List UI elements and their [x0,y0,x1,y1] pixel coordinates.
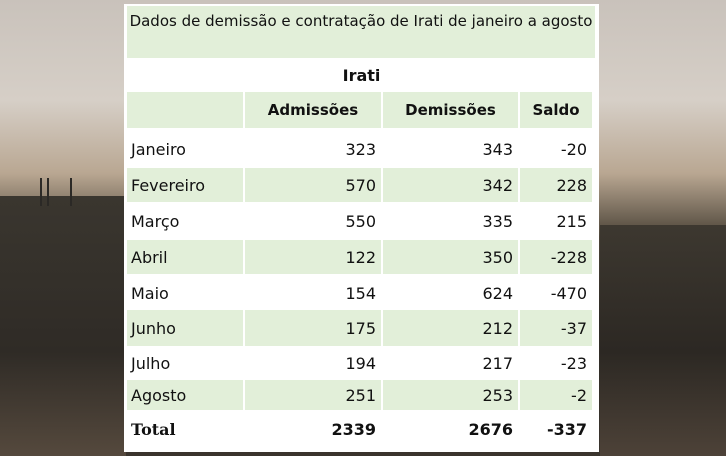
month-cell: Fevereiro [127,168,243,202]
table-row: Julho 194 217 -23 [124,348,599,378]
saldo-cell: -23 [560,353,587,373]
admissoes-cell: 122 [245,240,381,274]
admissoes-cell: 154 [345,283,376,303]
demissoes-cell: 350 [383,240,518,274]
header-saldo: Saldo [520,92,592,128]
total-label: Total [131,419,176,439]
hill-left [0,196,126,456]
hill-right [600,225,726,456]
admissoes-cell: 570 [245,168,381,202]
demissoes-cell: 253 [383,380,518,410]
demissoes-cell: 212 [383,310,518,346]
data-table: Dados de demissão e contratação de Irati… [124,4,599,452]
admissoes-cell: 550 [345,211,376,231]
admissoes-cell: 175 [245,310,381,346]
total-admissoes: 2339 [331,419,376,439]
saldo-cell: 215 [556,211,587,231]
table-row: Fevereiro 570 342 228 [124,168,599,202]
saldo-cell: -20 [560,139,587,159]
antenna-tower [70,178,72,206]
total-row: Total 2339 2676 -337 [124,412,599,446]
demissoes-cell: 217 [482,353,513,373]
table-row: Abril 122 350 -228 [124,240,599,274]
month-cell: Agosto [127,380,243,410]
antenna-tower [40,178,42,206]
saldo-cell: -2 [520,380,592,410]
table-row: Maio 154 624 -470 [124,276,599,310]
month-cell: Março [131,211,180,231]
saldo-cell: -228 [520,240,592,274]
antenna-tower [47,178,49,206]
month-cell: Abril [127,240,243,274]
month-cell: Julho [131,353,171,373]
header-demissoes: Demissões [383,92,518,128]
total-saldo: -337 [546,419,587,439]
table-row: Março 550 335 215 [124,204,599,238]
month-cell: Junho [127,310,243,346]
admissoes-cell: 194 [345,353,376,373]
header-admissoes: Admissões [245,92,381,128]
region-label: Irati [342,66,381,85]
table-row: Junho 175 212 -37 [124,310,599,346]
demissoes-cell: 624 [482,283,513,303]
demissoes-cell: 342 [383,168,518,202]
table-row: Agosto 251 253 -2 [124,380,599,410]
admissoes-cell: 323 [345,139,376,159]
month-cell: Janeiro [131,139,186,159]
saldo-cell: -470 [550,283,587,303]
admissoes-cell: 251 [245,380,381,410]
demissoes-cell: 343 [482,139,513,159]
total-demissoes: 2676 [468,419,513,439]
saldo-cell: 228 [520,168,592,202]
saldo-cell: -37 [520,310,592,346]
demissoes-cell: 335 [482,211,513,231]
header-month [127,92,243,128]
table-title: Dados de demissão e contratação de Irati… [127,6,595,58]
month-cell: Maio [131,283,169,303]
table-row: Janeiro 323 343 -20 [124,132,599,166]
